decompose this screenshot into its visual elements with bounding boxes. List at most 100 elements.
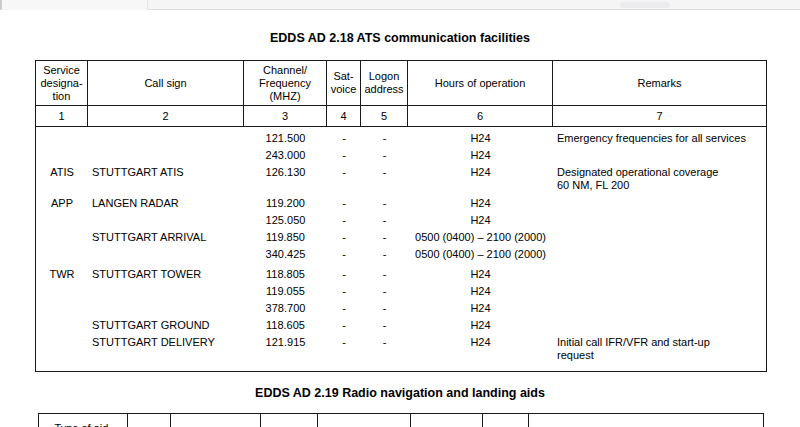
nav-table-cell-3 — [171, 414, 261, 427]
column-number-4: 4 — [327, 106, 361, 127]
table-row: 125.050--H24 — [36, 212, 766, 229]
cell-service — [36, 130, 88, 147]
cell-satvoice: - — [327, 164, 361, 192]
cell-service: TWR — [36, 266, 88, 283]
cell-hours: 0500 (0400) – 2100 (2000) — [408, 229, 553, 246]
cell-service — [36, 229, 88, 246]
column-header-5: Logon address — [361, 61, 408, 106]
nav-table-first-cell-label: Type of aid, — [55, 422, 112, 427]
cell-hours: H24 — [408, 164, 553, 192]
cell-logon: - — [361, 147, 408, 164]
strip-left-segment — [2, 0, 148, 10]
cell-remarks — [553, 317, 766, 334]
cell-logon: - — [361, 195, 408, 212]
cell-logon: - — [361, 334, 408, 362]
cell-callsign: STUTTGART GROUND — [88, 317, 244, 334]
cell-frequency: 118.605 — [244, 317, 327, 334]
cell-logon: - — [361, 300, 408, 317]
cell-satvoice: - — [327, 283, 361, 300]
cell-hours: 0500 (0400) – 2100 (2000) — [408, 246, 553, 263]
cell-hours: H24 — [408, 300, 553, 317]
nav-table-cell-1: Type of aid, — [39, 414, 128, 427]
table-row: APPLANGEN RADAR119.200--H24 — [36, 195, 766, 212]
cell-remarks — [553, 266, 766, 283]
cell-logon: - — [361, 283, 408, 300]
column-header-1: Service designa- tion — [36, 61, 88, 106]
column-number-5: 5 — [361, 106, 408, 127]
cell-satvoice: - — [327, 266, 361, 283]
nav-table-cell-2 — [128, 414, 171, 427]
cell-logon: - — [361, 246, 408, 263]
column-number-6: 6 — [408, 106, 553, 127]
cell-satvoice: - — [327, 300, 361, 317]
cell-callsign — [88, 283, 244, 300]
cell-callsign — [88, 300, 244, 317]
cell-satvoice: - — [327, 147, 361, 164]
nav-table-cell-4 — [261, 414, 318, 427]
cell-hours: H24 — [408, 334, 553, 362]
nav-table-cell-5 — [318, 414, 411, 427]
cell-callsign: STUTTGART TOWER — [88, 266, 244, 283]
cell-remarks — [553, 212, 766, 229]
cell-frequency: 119.055 — [244, 283, 327, 300]
cell-satvoice: - — [327, 317, 361, 334]
cell-satvoice: - — [327, 246, 361, 263]
cell-frequency: 121.500 — [244, 130, 327, 147]
column-header-7: Remarks — [553, 61, 766, 106]
cell-remarks — [553, 147, 766, 164]
window-top-strip — [0, 0, 800, 10]
cell-service — [36, 300, 88, 317]
cell-hours: H24 — [408, 195, 553, 212]
table-row: 378.700--H24 — [36, 300, 766, 317]
cell-frequency: 119.850 — [244, 229, 327, 246]
table-body: 121.500--H24Emergency frequencies for al… — [36, 127, 766, 371]
table-row: 340.425--0500 (0400) – 2100 (2000) — [36, 246, 766, 263]
cell-service — [36, 334, 88, 362]
cell-remarks: Initial call IFR/VFR and start-up reques… — [553, 334, 766, 362]
cell-satvoice: - — [327, 334, 361, 362]
column-header-4: Sat- voice — [327, 61, 361, 106]
cell-frequency: 119.200 — [244, 195, 327, 212]
cell-logon: - — [361, 212, 408, 229]
scrollbar-thumb[interactable] — [620, 2, 670, 8]
cell-callsign: STUTTGART ARRIVAL — [88, 229, 244, 246]
cell-service — [36, 283, 88, 300]
cell-remarks — [553, 246, 766, 263]
cell-frequency: 378.700 — [244, 300, 327, 317]
cell-logon: - — [361, 130, 408, 147]
cell-hours: H24 — [408, 266, 553, 283]
column-number-7: 7 — [553, 106, 766, 127]
cell-remarks — [553, 229, 766, 246]
cell-hours: H24 — [408, 283, 553, 300]
table-row: TWRSTUTTGART TOWER118.805--H24 — [36, 266, 766, 283]
cell-service: ATIS — [36, 164, 88, 192]
cell-service — [36, 246, 88, 263]
cell-logon: - — [361, 266, 408, 283]
cell-callsign — [88, 246, 244, 263]
cell-callsign: LANGEN RADAR — [88, 195, 244, 212]
cell-remarks — [553, 195, 766, 212]
cell-remarks: Emergency frequencies for all services — [553, 130, 766, 147]
cell-callsign: STUTTGART DELIVERY — [88, 334, 244, 362]
table-row: STUTTGART DELIVERY121.915--H24Initial ca… — [36, 334, 766, 362]
cell-hours: H24 — [408, 130, 553, 147]
table-row: 243.000--H24 — [36, 147, 766, 164]
column-number-2: 2 — [88, 106, 244, 127]
cell-logon: - — [361, 229, 408, 246]
table-row: STUTTGART GROUND118.605--H24 — [36, 317, 766, 334]
nav-table-cell-6 — [411, 414, 483, 427]
cell-service: APP — [36, 195, 88, 212]
cell-logon: - — [361, 317, 408, 334]
cell-logon: - — [361, 164, 408, 192]
cell-satvoice: - — [327, 212, 361, 229]
ats-communication-table: Service designa- tionCall signChannel/ F… — [35, 60, 767, 372]
section-title-ad-2-18: EDDS AD 2.18 ATS communication facilitie… — [0, 31, 800, 45]
cell-remarks — [553, 300, 766, 317]
cell-hours: H24 — [408, 147, 553, 164]
cell-hours: H24 — [408, 317, 553, 334]
cell-frequency: 340.425 — [244, 246, 327, 263]
column-header-3: Channel/ Frequency (MHZ) — [244, 61, 327, 106]
section-title-ad-2-19: EDDS AD 2.19 Radio navigation and landin… — [0, 386, 800, 400]
column-header-2: Call sign — [88, 61, 244, 106]
cell-service — [36, 212, 88, 229]
